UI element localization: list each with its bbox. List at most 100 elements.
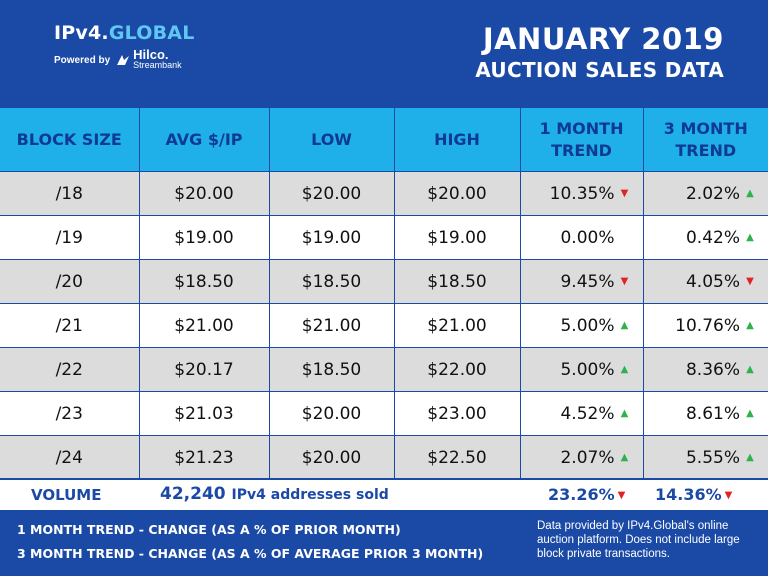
title-subtitle: AUCTION SALES DATA: [475, 58, 724, 82]
high-price-cell: $18.50: [393, 259, 520, 304]
volume-3-month-value: 14.36%: [655, 485, 722, 504]
avg-price-cell: $18.50: [138, 259, 269, 304]
column-header-high: HIGH: [393, 108, 520, 172]
hilco-bird-icon: [117, 55, 130, 65]
triangle-up-icon: ▲: [620, 408, 629, 419]
volume-3-month-trend: 14.36% ▼: [655, 485, 732, 504]
low-price-cell: $19.00: [268, 215, 394, 260]
triangle-down-icon: ▼: [620, 188, 629, 199]
header-banner: IPv4.GLOBAL Powered by Hilco. Streambank…: [0, 0, 768, 108]
block-size-cell: /18: [0, 171, 139, 216]
triangle-up-icon: ▲: [746, 364, 754, 375]
block-size-cell: /24: [0, 435, 139, 479]
triangle-down-icon: ▼: [746, 276, 754, 287]
hilco-streambank-logo: Hilco. Streambank: [133, 47, 182, 70]
column-header-avg: AVG $/IP: [138, 108, 269, 172]
block-size-cell: /23: [0, 391, 139, 436]
trend-value: 8.36%: [685, 359, 740, 380]
ipv4-global-logo: IPv4.GLOBAL Powered by Hilco. Streambank: [54, 22, 195, 70]
block-size-cell: /21: [0, 303, 139, 348]
avg-price-cell: $21.00: [138, 303, 269, 348]
hilco-sub: Streambank: [133, 60, 182, 70]
3-month-trend-cell: 2.02% ▲: [642, 171, 768, 216]
triangle-down-icon: ▼: [724, 490, 733, 501]
table-row: /20 $18.50 $18.50 $18.50 9.45% ▼ 4.05% ▼: [0, 259, 768, 304]
block-size-cell: /22: [0, 347, 139, 392]
trend-value: 0.42%: [685, 227, 740, 248]
trend-value: 0.00%: [560, 227, 615, 248]
trend-value: 4.52%: [560, 403, 615, 424]
volume-label: VOLUME: [31, 486, 102, 504]
high-price-cell: $20.00: [393, 171, 520, 216]
table-row: /22 $20.17 $18.50 $22.00 5.00% ▲ 8.36% ▲: [0, 347, 768, 392]
table-row: /19 $19.00 $19.00 $19.00 0.00% 0.42% ▲: [0, 215, 768, 260]
low-price-cell: $20.00: [268, 435, 394, 479]
avg-price-cell: $20.00: [138, 171, 269, 216]
table-row: /21 $21.00 $21.00 $21.00 5.00% ▲ 10.76% ▲: [0, 303, 768, 348]
1-month-trend-cell: 0.00%: [519, 215, 643, 260]
3-month-trend-cell: 5.55% ▲: [642, 435, 768, 479]
high-price-cell: $22.50: [393, 435, 520, 479]
triangle-up-icon: ▲: [746, 452, 754, 463]
logo-global: GLOBAL: [108, 22, 195, 44]
1-month-trend-cell: 10.35% ▼: [519, 171, 643, 216]
column-header-block-size: BLOCK SIZE: [0, 108, 139, 172]
block-size-cell: /19: [0, 215, 139, 260]
triangle-up-icon: ▲: [746, 188, 754, 199]
trend-value: 10.35%: [549, 183, 615, 204]
volume-count-value: 42,240: [160, 484, 226, 504]
footer-banner: 1 MONTH TREND - CHANGE (AS A % OF PRIOR …: [0, 510, 768, 576]
1-month-trend-cell: 4.52% ▲: [519, 391, 643, 436]
3-month-trend-cell: 10.76% ▲: [642, 303, 768, 348]
1-month-trend-cell: 5.00% ▲: [519, 303, 643, 348]
triangle-down-icon: ▼: [617, 490, 626, 501]
powered-by-line: Powered by Hilco. Streambank: [54, 47, 195, 70]
trend-value: 8.61%: [685, 403, 740, 424]
low-price-cell: $20.00: [268, 171, 394, 216]
low-price-cell: $18.50: [268, 347, 394, 392]
hilco-name: Hilco.: [133, 47, 169, 62]
low-price-cell: $20.00: [268, 391, 394, 436]
1-month-trend-cell: 2.07% ▲: [519, 435, 643, 479]
volume-1-month-value: 23.26%: [548, 485, 615, 504]
triangle-up-icon: ▲: [620, 320, 629, 331]
volume-row: VOLUME 42,240 IPv4 addresses sold 23.26%…: [0, 478, 768, 510]
column-header-3-month-trend: 3 MONTH TREND: [642, 108, 768, 172]
3-month-trend-cell: 4.05% ▼: [642, 259, 768, 304]
triangle-up-icon: ▲: [746, 320, 754, 331]
triangle-up-icon: ▲: [620, 364, 629, 375]
triangle-up-icon: ▲: [746, 408, 754, 419]
avg-price-cell: $20.17: [138, 347, 269, 392]
table-row: /18 $20.00 $20.00 $20.00 10.35% ▼ 2.02% ▲: [0, 171, 768, 216]
high-price-cell: $21.00: [393, 303, 520, 348]
note-3-month-trend: 3 MONTH TREND - CHANGE (AS A % OF AVERAG…: [17, 546, 484, 561]
data-disclaimer: Data provided by IPv4.Global's online au…: [537, 520, 740, 560]
avg-price-cell: $21.23: [138, 435, 269, 479]
1-month-trend-cell: 5.00% ▲: [519, 347, 643, 392]
trend-value: 9.45%: [560, 271, 615, 292]
high-price-cell: $22.00: [393, 347, 520, 392]
triangle-up-icon: ▲: [620, 452, 629, 463]
volume-count-unit: IPv4 addresses sold: [231, 487, 389, 503]
logo-wordmark: IPv4.GLOBAL: [54, 22, 195, 44]
trend-value: 5.00%: [560, 315, 615, 336]
column-header-1-month-trend: 1 MONTH TREND: [519, 108, 643, 172]
page-title: JANUARY 2019 AUCTION SALES DATA: [475, 22, 724, 82]
low-price-cell: $21.00: [268, 303, 394, 348]
avg-price-cell: $21.03: [138, 391, 269, 436]
trend-value: 2.07%: [560, 447, 615, 468]
column-header-low: LOW: [268, 108, 394, 172]
logo-ipv4: IPv4.: [54, 22, 109, 44]
trend-value: 4.05%: [685, 271, 740, 292]
powered-by-label: Powered by: [54, 54, 111, 66]
trend-value: 10.76%: [675, 315, 740, 336]
trend-value: 5.00%: [560, 359, 615, 380]
3-month-trend-cell: 0.42% ▲: [642, 215, 768, 260]
avg-price-cell: $19.00: [138, 215, 269, 260]
table-row: /23 $21.03 $20.00 $23.00 4.52% ▲ 8.61% ▲: [0, 391, 768, 436]
volume-1-month-trend: 23.26% ▼: [548, 485, 625, 504]
volume-count: 42,240 IPv4 addresses sold: [160, 484, 389, 504]
low-price-cell: $18.50: [268, 259, 394, 304]
triangle-up-icon: ▲: [746, 232, 754, 243]
